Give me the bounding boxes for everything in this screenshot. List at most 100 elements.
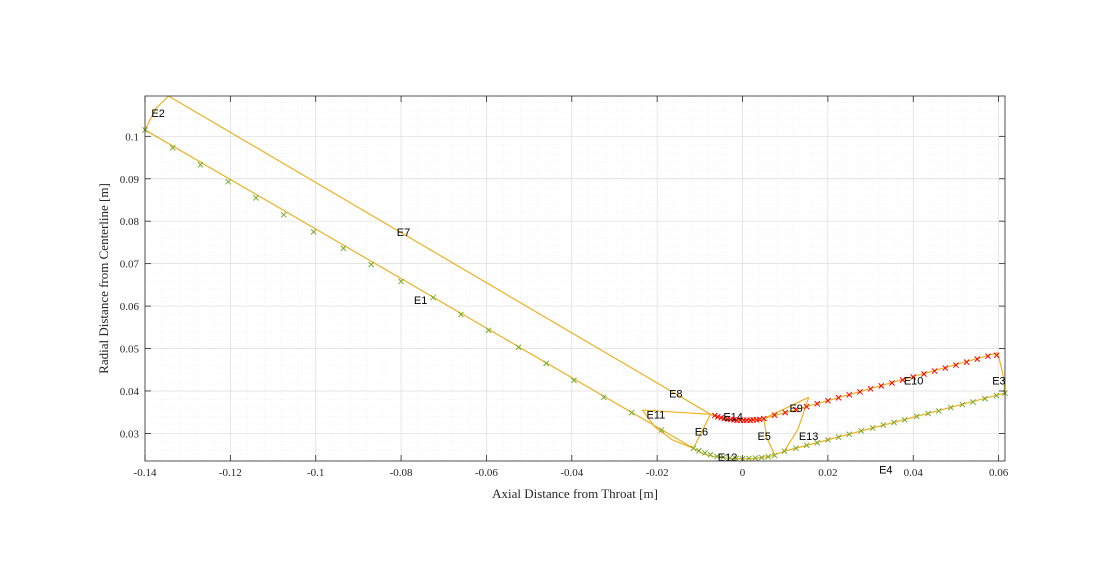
marker-stroke xyxy=(970,399,976,405)
data-point xyxy=(824,436,831,443)
marker-stroke xyxy=(942,365,949,372)
marker-stroke xyxy=(702,449,708,456)
data-point xyxy=(711,412,718,419)
data-point xyxy=(430,294,437,301)
marker-stroke xyxy=(720,454,727,461)
data-point xyxy=(760,415,767,422)
marker-stroke xyxy=(824,436,831,443)
edge-label-e8: E8 xyxy=(669,388,682,400)
data-point xyxy=(901,416,908,423)
edge-label-e12: E12 xyxy=(718,452,738,464)
x-tick-label: -0.08 xyxy=(390,467,413,479)
marker-stroke xyxy=(765,453,772,460)
data-point xyxy=(963,359,970,366)
y-axis-ticks: 0.03 0.04 0.05 0.06 0.07 0.08 0.09 0.1 xyxy=(120,131,1005,440)
marker-stroke xyxy=(856,388,863,395)
marker-stroke xyxy=(959,401,966,408)
data-point xyxy=(765,453,772,460)
data-point xyxy=(720,454,727,461)
data-point xyxy=(899,376,906,383)
data-point xyxy=(570,377,577,384)
data-point xyxy=(935,407,942,414)
point-markers xyxy=(142,126,1008,462)
marker-stroke xyxy=(947,404,954,411)
x-tick-label: 0.04 xyxy=(904,467,924,479)
data-point xyxy=(814,400,821,407)
marker-stroke xyxy=(726,455,733,461)
marker-stroke xyxy=(711,412,718,419)
data-point xyxy=(758,454,765,461)
marker-stroke xyxy=(731,416,737,423)
edge-label-e7: E7 xyxy=(397,227,410,239)
x-tick-label: -0.02 xyxy=(646,467,669,479)
data-point xyxy=(253,194,259,201)
marker-stroke xyxy=(713,453,720,460)
data-point xyxy=(792,445,799,452)
data-point xyxy=(310,228,317,235)
marker-stroke xyxy=(457,311,464,318)
data-point xyxy=(543,360,550,367)
marker-stroke xyxy=(781,448,788,455)
marker-stroke xyxy=(910,374,917,380)
data-point xyxy=(856,388,863,395)
marker-stroke xyxy=(760,415,767,422)
data-point xyxy=(880,421,887,428)
marker-stroke xyxy=(814,400,821,407)
marker-stroke xyxy=(901,416,908,423)
edge-label-e14: E14 xyxy=(723,412,743,424)
data-point xyxy=(714,413,721,420)
marker-stroke xyxy=(225,178,232,185)
edge-curve-e2 xyxy=(144,95,169,131)
x-axis-ticks: -0.14 -0.12 -0.1 -0.08 -0.06 -0.04 -0.02 0 0.02 0… xyxy=(134,96,1009,479)
data-point xyxy=(658,427,665,433)
marker-stroke xyxy=(867,385,874,392)
data-point xyxy=(984,353,991,360)
y-tick-label: 0.1 xyxy=(125,131,139,143)
marker-stroke xyxy=(935,407,942,414)
marker-stroke xyxy=(803,403,810,410)
edge-curve-e5 xyxy=(763,418,776,455)
data-point xyxy=(846,391,853,398)
data-point xyxy=(707,451,714,458)
edge-label-e5: E5 xyxy=(757,431,770,443)
data-point xyxy=(713,453,720,460)
y-tick-label: 0.06 xyxy=(120,301,140,313)
marker-stroke xyxy=(771,412,778,419)
marker-stroke xyxy=(913,413,920,420)
data-point xyxy=(696,447,702,454)
marker-stroke xyxy=(714,413,721,420)
data-point xyxy=(690,445,697,452)
marker-stroke xyxy=(733,455,740,462)
data-point xyxy=(225,178,232,185)
marker-stroke xyxy=(718,414,725,421)
marker-stroke xyxy=(169,144,176,151)
edge-curve-e11 xyxy=(641,409,694,449)
y-tick-label: 0.07 xyxy=(120,259,140,271)
marker-stroke xyxy=(758,454,765,461)
edge-curve-e8 xyxy=(642,409,711,415)
data-point xyxy=(920,371,927,377)
data-point xyxy=(959,401,966,408)
y-tick-label: 0.04 xyxy=(120,386,140,398)
data-point xyxy=(891,419,897,426)
marker-stroke xyxy=(899,376,906,383)
marker-stroke xyxy=(724,416,731,422)
marker-stroke xyxy=(880,421,887,428)
marker-stroke xyxy=(993,352,1000,359)
marker-stroke xyxy=(931,368,938,374)
y-tick-label: 0.03 xyxy=(120,428,140,440)
data-point xyxy=(792,406,799,413)
marker-stroke xyxy=(835,394,842,401)
marker-stroke xyxy=(745,455,752,462)
data-point xyxy=(925,410,932,417)
edge-label-e3: E3 xyxy=(992,376,1005,388)
data-point xyxy=(457,311,464,318)
edge-label-e9: E9 xyxy=(789,403,802,415)
data-point xyxy=(515,344,522,351)
data-point xyxy=(814,439,821,446)
marker-stroke xyxy=(858,427,865,434)
marker-stroke xyxy=(920,371,927,377)
marker-stroke xyxy=(280,211,287,218)
marker-stroke xyxy=(925,410,932,417)
marker-stroke xyxy=(792,445,799,452)
